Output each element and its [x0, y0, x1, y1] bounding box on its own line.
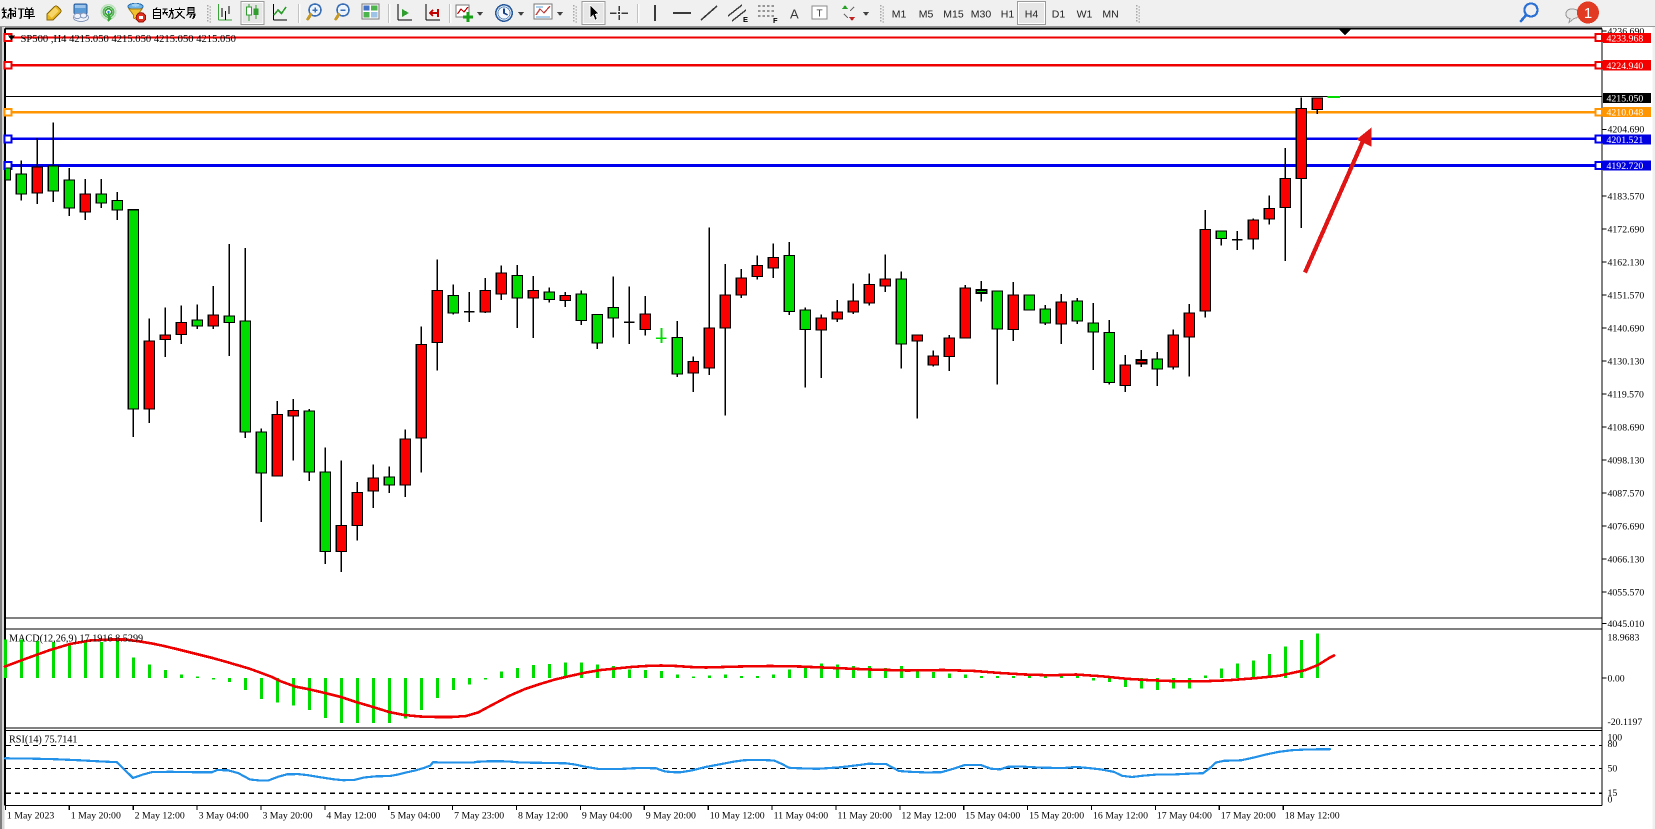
- svg-text:11 May 04:00: 11 May 04:00: [774, 811, 829, 822]
- svg-text:4183.570: 4183.570: [1608, 191, 1645, 202]
- svg-text:4210.048: 4210.048: [1607, 108, 1644, 119]
- svg-text:E: E: [743, 15, 748, 24]
- svg-text:16 May 12:00: 16 May 12:00: [1093, 811, 1148, 822]
- svg-text:4224.940: 4224.940: [1607, 61, 1644, 72]
- svg-text:4 May 12:00: 4 May 12:00: [326, 811, 376, 822]
- svg-text:D1: D1: [1052, 9, 1066, 21]
- svg-text:0: 0: [1608, 795, 1613, 806]
- svg-text:9 May 04:00: 9 May 04:00: [582, 811, 632, 822]
- svg-text:4151.570: 4151.570: [1608, 290, 1645, 301]
- svg-text:A: A: [790, 7, 799, 22]
- svg-text:M1: M1: [892, 9, 907, 21]
- svg-text:12 May 12:00: 12 May 12:00: [901, 811, 956, 822]
- svg-text:1 May 2023: 1 May 2023: [7, 811, 54, 822]
- svg-text:18.9683: 18.9683: [1608, 632, 1640, 643]
- svg-text:3 May 20:00: 3 May 20:00: [262, 811, 312, 822]
- svg-text:50: 50: [1608, 763, 1618, 774]
- svg-text:15 May 04:00: 15 May 04:00: [965, 811, 1020, 822]
- svg-text:4087.570: 4087.570: [1608, 488, 1645, 499]
- svg-text:M5: M5: [919, 9, 934, 21]
- svg-text:W1: W1: [1077, 9, 1093, 21]
- svg-text:4076.690: 4076.690: [1608, 521, 1645, 532]
- svg-text:4098.130: 4098.130: [1608, 455, 1645, 466]
- svg-text:4162.130: 4162.130: [1608, 257, 1645, 268]
- svg-text:4119.570: 4119.570: [1608, 389, 1644, 400]
- svg-text:15: 15: [1608, 788, 1618, 799]
- svg-text:9 May 20:00: 9 May 20:00: [646, 811, 696, 822]
- svg-text:4192.720: 4192.720: [1607, 161, 1644, 172]
- svg-text:1: 1: [1584, 5, 1592, 22]
- svg-text:SP500 ,H4 4215.050 4215.050 4: SP500 ,H4 4215.050 4215.050 4215.050 421…: [21, 34, 236, 45]
- svg-text:0.00: 0.00: [1608, 673, 1625, 684]
- svg-text:F: F: [773, 16, 778, 25]
- svg-text:4236.690: 4236.690: [1608, 26, 1645, 37]
- svg-text:4055.570: 4055.570: [1608, 587, 1645, 598]
- svg-text:18 May 12:00: 18 May 12:00: [1285, 811, 1340, 822]
- svg-text:RSI(14) 75.7141: RSI(14) 75.7141: [9, 735, 77, 746]
- svg-text:M30: M30: [971, 9, 992, 21]
- svg-text:-20.1197: -20.1197: [1608, 717, 1643, 728]
- svg-text:11 May 20:00: 11 May 20:00: [837, 811, 892, 822]
- svg-text:2 May 12:00: 2 May 12:00: [135, 811, 185, 822]
- svg-text:8 May 12:00: 8 May 12:00: [518, 811, 568, 822]
- svg-text:H1: H1: [1001, 9, 1015, 21]
- svg-text:1 May 20:00: 1 May 20:00: [71, 811, 121, 822]
- svg-text:T: T: [817, 9, 823, 20]
- svg-text:4108.690: 4108.690: [1608, 422, 1645, 433]
- svg-text:H4: H4: [1025, 9, 1039, 21]
- svg-text:80: 80: [1608, 739, 1618, 750]
- svg-text:4215.050: 4215.050: [1607, 94, 1644, 105]
- svg-text:4066.130: 4066.130: [1608, 554, 1645, 565]
- svg-text:3 May 04:00: 3 May 04:00: [199, 811, 249, 822]
- svg-text:5 May 04:00: 5 May 04:00: [390, 811, 440, 822]
- svg-text:100: 100: [1608, 732, 1623, 743]
- svg-text:4172.690: 4172.690: [1608, 224, 1645, 235]
- svg-text:4233.968: 4233.968: [1607, 34, 1644, 45]
- svg-text:4130.130: 4130.130: [1608, 356, 1645, 367]
- svg-text:10 May 12:00: 10 May 12:00: [710, 811, 765, 822]
- svg-text:17 May 20:00: 17 May 20:00: [1221, 811, 1276, 822]
- svg-text:15 May 20:00: 15 May 20:00: [1029, 811, 1084, 822]
- svg-text:MN: MN: [1102, 9, 1118, 21]
- svg-text:7 May 23:00: 7 May 23:00: [454, 811, 504, 822]
- svg-text:4140.690: 4140.690: [1608, 323, 1645, 334]
- svg-text:17 May 04:00: 17 May 04:00: [1157, 811, 1212, 822]
- svg-text:M15: M15: [943, 9, 964, 21]
- svg-text:4201.521: 4201.521: [1607, 135, 1644, 146]
- svg-text:4045.010: 4045.010: [1608, 619, 1645, 630]
- svg-text:MACD(12,26,9) 17.1916 8.5299: MACD(12,26,9) 17.1916 8.5299: [9, 634, 143, 645]
- svg-text:4204.690: 4204.690: [1608, 125, 1645, 136]
